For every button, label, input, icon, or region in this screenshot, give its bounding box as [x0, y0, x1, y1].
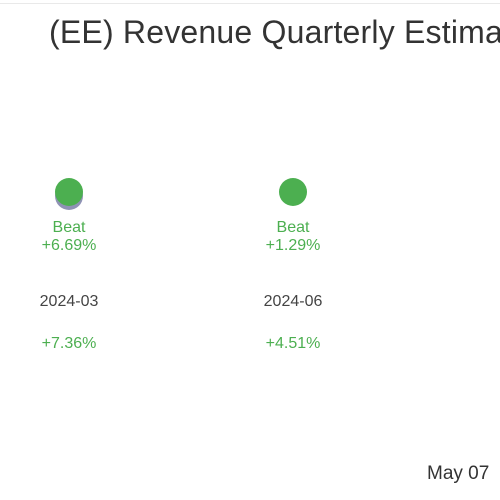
surprise-percent: +6.69%: [42, 237, 97, 254]
beat-label: Beat: [53, 219, 86, 236]
growth-percent: +7.36%: [42, 335, 97, 352]
chart-title-container: (EE) Revenue Quarterly Estima: [0, 10, 500, 54]
footer-date: May 07: [427, 463, 490, 484]
top-divider: [0, 3, 500, 4]
actual-marker: [55, 178, 83, 206]
chart-title: (EE) Revenue Quarterly Estima: [49, 14, 500, 50]
growth-percent: +4.51%: [266, 335, 321, 352]
actual-marker: [279, 178, 307, 206]
period-label: 2024-03: [40, 293, 99, 310]
beat-label: Beat: [277, 219, 310, 236]
surprise-percent: +1.29%: [266, 237, 321, 254]
period-label: 2024-06: [264, 293, 323, 310]
